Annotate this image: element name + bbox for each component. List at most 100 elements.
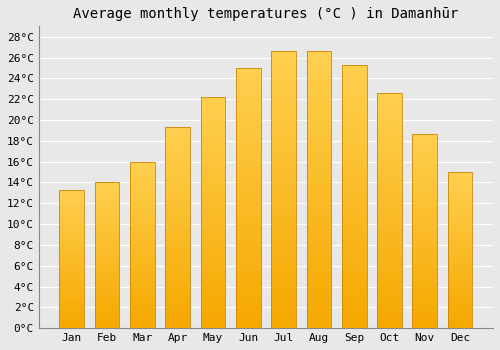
Bar	[448, 222, 472, 225]
Bar	[60, 320, 84, 323]
Bar	[271, 223, 296, 229]
Bar	[377, 300, 402, 304]
Bar	[200, 162, 226, 166]
Bar	[448, 309, 472, 313]
Bar	[412, 239, 437, 243]
Bar	[412, 297, 437, 301]
Bar	[306, 62, 331, 68]
Bar	[236, 240, 260, 245]
Bar	[60, 240, 84, 242]
Bar	[130, 195, 155, 198]
Bar	[448, 172, 472, 175]
Bar	[94, 261, 120, 264]
Bar	[306, 178, 331, 184]
Bar	[200, 148, 226, 153]
Bar	[306, 240, 331, 245]
Bar	[271, 240, 296, 245]
Bar	[200, 245, 226, 250]
Bar	[377, 163, 402, 168]
Bar	[377, 140, 402, 145]
Bar	[342, 123, 366, 128]
Bar	[94, 287, 120, 290]
Bar	[271, 168, 296, 173]
Bar	[342, 112, 366, 118]
Bar	[236, 73, 260, 78]
Bar	[448, 306, 472, 309]
Bar	[200, 222, 226, 226]
Bar	[166, 252, 190, 256]
Bar	[271, 234, 296, 240]
Bar	[306, 229, 331, 234]
Bar	[166, 204, 190, 208]
Bar	[306, 74, 331, 79]
Bar	[60, 198, 84, 201]
Bar	[166, 220, 190, 224]
Bar	[377, 117, 402, 121]
Bar	[236, 323, 260, 328]
Bar	[94, 316, 120, 320]
Bar	[166, 196, 190, 199]
Bar	[166, 159, 190, 163]
Bar	[236, 120, 260, 125]
Bar	[377, 135, 402, 140]
Bar	[306, 323, 331, 328]
Bar	[412, 161, 437, 164]
Bar	[412, 200, 437, 204]
Bar	[306, 173, 331, 178]
Bar	[60, 309, 84, 312]
Bar	[412, 180, 437, 184]
Bar	[412, 289, 437, 293]
Bar	[412, 153, 437, 157]
Bar	[130, 222, 155, 225]
Bar	[448, 228, 472, 231]
Bar	[306, 190, 331, 195]
Bar	[236, 292, 260, 297]
Bar	[377, 215, 402, 220]
Bar	[342, 207, 366, 212]
Bar	[377, 286, 402, 290]
Bar	[200, 171, 226, 176]
Bar	[200, 199, 226, 203]
Bar	[377, 319, 402, 323]
Bar	[130, 182, 155, 185]
Bar	[448, 269, 472, 272]
Bar	[166, 276, 190, 280]
Bar	[130, 268, 155, 272]
Bar	[271, 112, 296, 118]
Bar	[412, 266, 437, 270]
Bar	[342, 275, 366, 281]
Bar	[200, 97, 226, 328]
Bar	[412, 164, 437, 169]
Bar	[377, 267, 402, 272]
Bar	[448, 256, 472, 259]
Bar	[342, 133, 366, 139]
Bar	[342, 86, 366, 91]
Bar	[271, 256, 296, 262]
Bar	[342, 144, 366, 149]
Bar	[60, 303, 84, 306]
Bar	[94, 311, 120, 314]
Bar	[94, 281, 120, 285]
Bar	[377, 102, 402, 107]
Bar	[412, 192, 437, 196]
Bar	[236, 125, 260, 131]
Bar	[271, 118, 296, 123]
Bar	[60, 237, 84, 240]
Bar	[236, 307, 260, 313]
Bar	[271, 62, 296, 68]
Bar	[166, 152, 190, 155]
Bar	[130, 245, 155, 248]
Bar	[306, 295, 331, 301]
Bar	[271, 317, 296, 323]
Bar	[306, 123, 331, 129]
Bar	[306, 212, 331, 217]
Bar	[200, 157, 226, 162]
Bar	[306, 217, 331, 223]
Bar	[448, 200, 472, 203]
Bar	[166, 236, 190, 240]
Bar	[60, 267, 84, 270]
Bar	[166, 180, 190, 183]
Bar	[166, 224, 190, 228]
Bar	[60, 256, 84, 259]
Bar	[342, 191, 366, 196]
